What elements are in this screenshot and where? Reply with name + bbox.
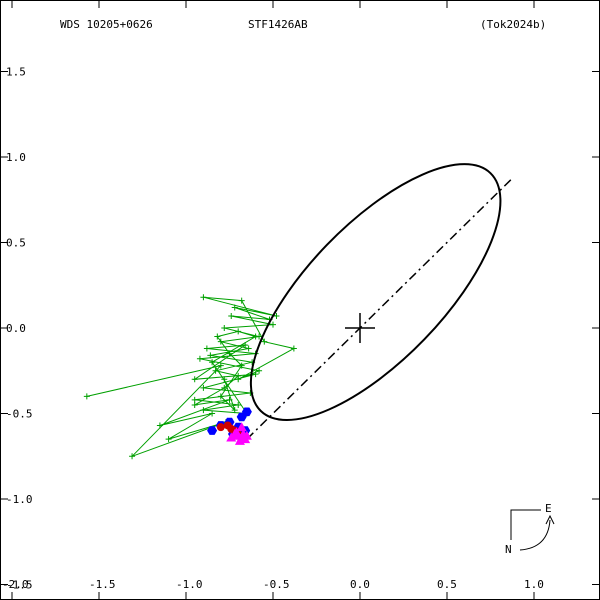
green-point bbox=[242, 342, 249, 349]
green-point bbox=[221, 376, 228, 383]
blue-point bbox=[236, 412, 247, 422]
green-point bbox=[238, 297, 245, 304]
green-point bbox=[273, 313, 280, 320]
green-point bbox=[191, 401, 198, 408]
green-point bbox=[221, 325, 228, 331]
wds-id-label: WDS 10205+0626 bbox=[60, 18, 153, 31]
primary-star-cross bbox=[345, 313, 375, 343]
green-point bbox=[226, 350, 233, 357]
green-point bbox=[200, 384, 207, 391]
green-point bbox=[217, 393, 224, 400]
green-point bbox=[235, 401, 242, 408]
green-point bbox=[238, 362, 245, 369]
green-point bbox=[252, 333, 259, 340]
x-tick-label: -2.0 bbox=[2, 578, 29, 591]
green-point bbox=[252, 371, 259, 378]
green-point bbox=[200, 294, 207, 301]
green-point bbox=[156, 422, 163, 429]
y-tick-label: -1.0 bbox=[6, 493, 33, 506]
green-point bbox=[231, 304, 238, 311]
magenta-point bbox=[236, 422, 247, 432]
green-point bbox=[129, 453, 136, 460]
green-point bbox=[212, 367, 219, 374]
y-tick-label: -1.5 bbox=[6, 579, 33, 592]
compass-arrow-icon bbox=[545, 514, 555, 525]
x-tick-label: -1.5 bbox=[89, 578, 116, 591]
magenta-point bbox=[234, 435, 245, 445]
x-tick-label: 0.0 bbox=[350, 578, 370, 591]
magenta-point bbox=[241, 430, 252, 440]
green-point bbox=[83, 393, 90, 400]
y-axis-ticks: 1.5 1.0 0.5 0.0 -0.5 -1.0 -1.5 bbox=[0, 66, 600, 592]
y-tick-label: -0.5 bbox=[6, 408, 33, 421]
green-point bbox=[228, 313, 235, 320]
compass-east-label: E bbox=[545, 502, 552, 515]
green-point bbox=[165, 436, 172, 443]
orbit-ellipse bbox=[249, 163, 502, 422]
green-point bbox=[196, 355, 203, 362]
orbit-layer bbox=[246, 163, 514, 440]
x-tick-label: -1.0 bbox=[176, 578, 203, 591]
x-axis-ticks: -2.0 -1.5 -1.0 -0.5 0.0 0.5 1.0 bbox=[2, 0, 544, 600]
green-point bbox=[231, 407, 238, 414]
green-point bbox=[270, 321, 276, 328]
y-tick-label: 1.0 bbox=[6, 151, 26, 164]
reference-label: (Tok2024b) bbox=[480, 18, 546, 31]
compass-north-arm bbox=[510, 509, 541, 540]
green-point bbox=[290, 345, 297, 352]
magenta-point bbox=[226, 432, 237, 442]
green-point bbox=[207, 352, 214, 359]
green-point bbox=[217, 338, 224, 345]
green-point bbox=[209, 359, 216, 366]
y-tick-label: 0.0 bbox=[6, 322, 26, 335]
green-point bbox=[191, 396, 198, 403]
red-point bbox=[216, 423, 225, 432]
green-point bbox=[256, 367, 263, 374]
green-point bbox=[245, 345, 252, 352]
y-tick-label: 1.5 bbox=[6, 66, 26, 79]
magenta-point bbox=[231, 427, 242, 437]
star-name-label: STF1426AB bbox=[248, 18, 308, 31]
x-tick-label: -0.5 bbox=[263, 578, 290, 591]
green-point bbox=[226, 396, 233, 403]
blue-point bbox=[207, 426, 218, 435]
y-tick-label: 0.5 bbox=[6, 237, 26, 250]
compass: E N bbox=[505, 502, 555, 556]
x-tick-label: 1.0 bbox=[524, 578, 544, 591]
green-point bbox=[191, 376, 198, 383]
green-point bbox=[217, 362, 224, 369]
green-point bbox=[235, 376, 242, 383]
green-point bbox=[200, 407, 207, 414]
green-track bbox=[83, 294, 297, 460]
line-of-apsides bbox=[246, 176, 514, 440]
x-tick-label: 0.5 bbox=[437, 578, 457, 591]
compass-north-label: N bbox=[505, 543, 512, 556]
green-point bbox=[209, 410, 216, 417]
green-point bbox=[261, 338, 268, 345]
green-point bbox=[235, 328, 242, 335]
compass-arc bbox=[519, 519, 551, 551]
green-point bbox=[203, 345, 210, 352]
green-track-line bbox=[86, 296, 296, 457]
marks-layer bbox=[207, 407, 252, 445]
green-point bbox=[214, 333, 221, 340]
green-point bbox=[221, 384, 228, 391]
